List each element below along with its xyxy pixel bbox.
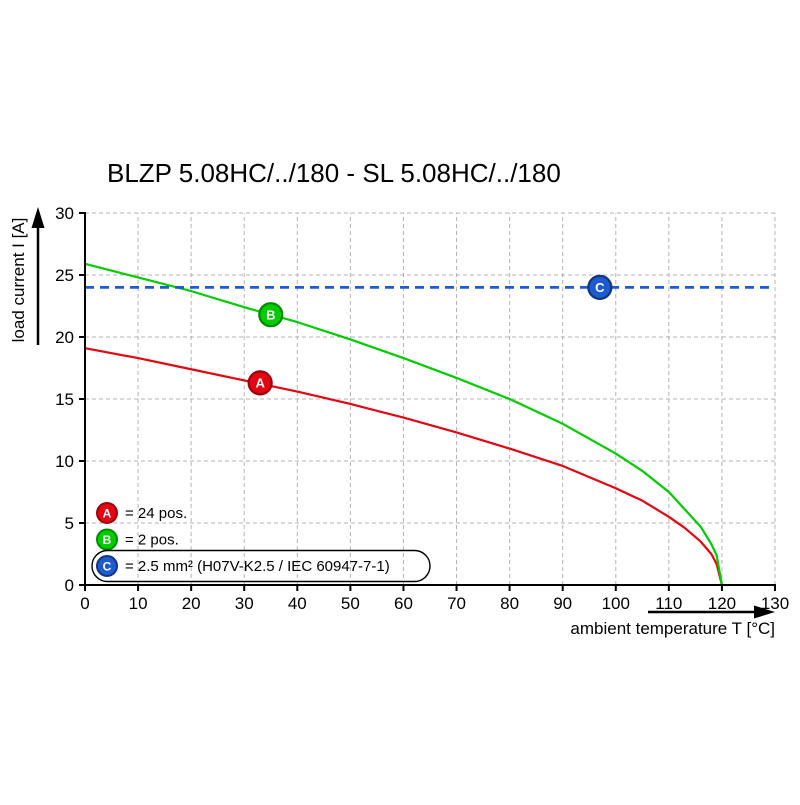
curve-marker-a-letter: A — [255, 376, 265, 391]
x-tick-label: 30 — [235, 594, 254, 613]
legend-label-c: = 2.5 mm² (H07V-K2.5 / IEC 60947-7-1) — [125, 558, 390, 575]
y-axis-label: load current I [A] — [9, 218, 28, 343]
y-tick-label: 20 — [55, 328, 74, 347]
x-tick-label: 70 — [447, 594, 466, 613]
chart-title: BLZP 5.08HC/../180 - SL 5.08HC/../180 — [107, 158, 561, 188]
legend-item-c: C = 2.5 mm² (H07V-K2.5 / IEC 60947-7-1) — [91, 549, 431, 583]
x-tick-label: 100 — [602, 594, 630, 613]
legend-label-b: = 2 pos. — [125, 532, 179, 549]
x-tick-label: 80 — [500, 594, 519, 613]
y-axis-arrow — [31, 207, 45, 345]
x-tick-label: 10 — [129, 594, 148, 613]
series-line-b — [84, 262, 724, 586]
legend-marker-c-letter: C — [103, 560, 112, 574]
y-tick-label: 25 — [55, 266, 74, 285]
legend-marker-c-icon — [96, 555, 118, 577]
curve-marker-c-letter: C — [595, 280, 605, 295]
legend-marker-a-letter: A — [103, 507, 112, 521]
series-line-a — [84, 347, 723, 586]
x-arrow-head-icon — [754, 605, 775, 619]
y-tick-label: 30 — [55, 204, 74, 223]
curve-marker-a-icon — [247, 370, 273, 396]
legend-c-outline — [91, 549, 431, 583]
x-tick-label: 110 — [655, 594, 682, 613]
x-tick-label: 40 — [288, 594, 307, 613]
x-tick-label: 60 — [394, 594, 413, 613]
legend-item-b: B = 2 pos. — [96, 528, 179, 551]
curve-marker-b-letter: B — [266, 307, 275, 322]
x-tick-label: 50 — [341, 594, 360, 613]
y-tick-label: 0 — [65, 576, 74, 595]
x-tick-label: 0 — [80, 594, 89, 613]
legend-label-a: = 24 pos. — [125, 505, 187, 522]
x-axis-arrow — [648, 605, 775, 619]
y-tick-label: 5 — [65, 514, 74, 533]
x-tick-label: 130 — [761, 594, 789, 613]
legend-marker-b-letter: B — [103, 533, 112, 547]
legend: A = 24 pos. B = 2 pos. C = 2.5 mm² (H07V… — [91, 502, 431, 583]
x-tick-label: 20 — [182, 594, 201, 613]
curve-marker-b-icon — [258, 302, 284, 328]
plot-area: 0 10 20 30 40 50 60 70 80 90 100 110 120 130 0 5 10 15 20 2… — [55, 204, 789, 613]
legend-marker-b-icon — [96, 528, 118, 551]
y-arrow-head-icon — [31, 207, 45, 228]
x-tick-label: 120 — [708, 594, 736, 613]
x-axis-label: ambient temperature T [°C] — [570, 619, 775, 638]
y-tick-label: 10 — [55, 452, 74, 471]
y-tick-label: 15 — [55, 390, 74, 409]
curve-marker-c-icon — [587, 274, 613, 300]
x-tick-label: 90 — [553, 594, 572, 613]
legend-item-a: A = 24 pos. — [96, 502, 187, 524]
legend-marker-a-icon — [96, 502, 118, 524]
